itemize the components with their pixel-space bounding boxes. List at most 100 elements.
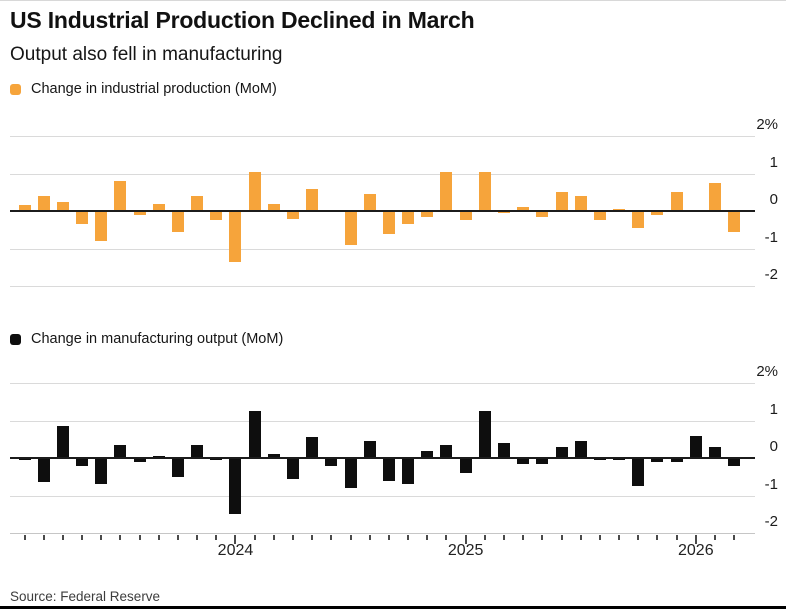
- month-tick: [157, 535, 160, 540]
- bar-manufacturing-output: [555, 446, 568, 458]
- bar-manufacturing-output: [651, 458, 664, 462]
- month-tick: [445, 535, 448, 540]
- bar-manufacturing-output: [574, 441, 587, 458]
- month-tick: [579, 535, 582, 540]
- month-tick: [368, 535, 371, 540]
- month-tick: [253, 535, 256, 540]
- bar-industrial-production: [728, 211, 741, 232]
- month-tick: [311, 535, 314, 540]
- month-tick: [23, 535, 26, 540]
- month-tick: [81, 535, 84, 540]
- page-subtitle: Output also fell in manufacturing: [10, 44, 283, 65]
- bar-industrial-production: [344, 211, 357, 245]
- month-tick: [483, 535, 486, 540]
- bar-manufacturing-output: [95, 458, 108, 485]
- month-tick: [42, 535, 45, 540]
- bar-manufacturing-output: [76, 458, 89, 466]
- month-tick: [138, 535, 141, 540]
- bar-industrial-production: [95, 211, 108, 241]
- bar-industrial-production: [114, 181, 127, 211]
- bar-industrial-production: [536, 211, 549, 217]
- bar-manufacturing-output: [114, 444, 127, 458]
- bar-industrial-production: [459, 211, 472, 221]
- legend-label-industrial-production: Change in industrial production (MoM): [31, 81, 277, 97]
- bar-industrial-production: [402, 211, 415, 225]
- bar-manufacturing-output: [632, 458, 645, 487]
- month-tick: [176, 535, 179, 540]
- legend-industrial-production: Change in industrial production (MoM): [10, 81, 277, 97]
- bar-industrial-production: [593, 211, 606, 221]
- bar-manufacturing-output: [56, 426, 69, 458]
- bar-industrial-production: [267, 203, 280, 211]
- gridline: [10, 248, 755, 250]
- month-tick: [656, 535, 659, 540]
- bar-industrial-production: [555, 192, 568, 211]
- bar-manufacturing-output: [287, 458, 300, 479]
- month-tick: [733, 535, 736, 540]
- month-tick: [292, 535, 295, 540]
- gridline: [10, 495, 755, 497]
- bar-industrial-production: [18, 205, 31, 211]
- y-axis-tick-label: 0: [769, 438, 778, 455]
- orange-square-icon: [10, 83, 21, 95]
- bar-manufacturing-output: [498, 443, 510, 458]
- bar-industrial-production: [133, 211, 146, 215]
- bar-manufacturing-output: [402, 458, 415, 485]
- bar-manufacturing-output: [325, 458, 338, 466]
- bar-manufacturing-output: [689, 435, 702, 458]
- month-tick: [675, 535, 678, 540]
- bar-industrial-production: [76, 211, 89, 225]
- month-tick: [387, 535, 390, 540]
- bar-manufacturing-output: [133, 458, 146, 462]
- bar-manufacturing-output: [267, 454, 280, 458]
- month-tick: [272, 535, 275, 540]
- month-tick: [196, 535, 199, 540]
- bar-manufacturing-output: [478, 411, 491, 458]
- bar-industrial-production: [574, 196, 587, 211]
- bar-manufacturing-output: [306, 437, 319, 458]
- bar-manufacturing-output: [670, 458, 683, 462]
- month-tick: [215, 535, 218, 540]
- bar-manufacturing-output: [421, 450, 434, 458]
- bar-industrial-production: [287, 211, 300, 219]
- bar-industrial-production: [670, 192, 683, 211]
- bar-manufacturing-output: [229, 458, 242, 515]
- month-tick: [330, 535, 333, 540]
- month-tick: [522, 535, 525, 540]
- source-note: Source: Federal Reserve: [10, 589, 161, 604]
- manufacturing-output-bar-chart: 2% 1 0 -1 -2: [10, 363, 778, 534]
- y-axis-tick-label: -1: [764, 475, 778, 493]
- bar-industrial-production: [708, 182, 721, 211]
- x-axis-year-label: 2025: [447, 542, 484, 559]
- bar-industrial-production: [152, 203, 165, 211]
- bar-industrial-production: [171, 211, 184, 232]
- bar-manufacturing-output: [248, 411, 261, 458]
- bar-manufacturing-output: [344, 458, 357, 488]
- bar-industrial-production: [478, 171, 491, 211]
- gridline: [10, 420, 755, 422]
- bar-industrial-production: [440, 171, 453, 211]
- zero-baseline: [10, 457, 755, 459]
- bar-manufacturing-output: [37, 458, 50, 483]
- bar-industrial-production: [651, 211, 664, 215]
- industrial-production-bar-chart: 2% 1 0 -1 -2: [10, 116, 778, 287]
- bar-manufacturing-output: [191, 444, 204, 458]
- bar-industrial-production: [421, 211, 434, 217]
- month-tick: [618, 535, 621, 540]
- bar-manufacturing-output: [440, 444, 453, 458]
- bar-industrial-production: [56, 201, 69, 211]
- bar-industrial-production: [306, 188, 319, 211]
- bar-industrial-production: [210, 211, 223, 221]
- gridline: [10, 383, 755, 384]
- month-tick: [426, 535, 429, 540]
- year-tick: [694, 535, 697, 544]
- gridline: [10, 136, 755, 137]
- bar-manufacturing-output: [171, 458, 184, 477]
- x-axis-line: [10, 533, 755, 534]
- y-axis-tick-label: -2: [764, 266, 778, 283]
- month-tick: [61, 535, 64, 540]
- year-tick: [234, 535, 237, 544]
- gridline: [10, 173, 755, 175]
- zero-baseline: [10, 210, 755, 212]
